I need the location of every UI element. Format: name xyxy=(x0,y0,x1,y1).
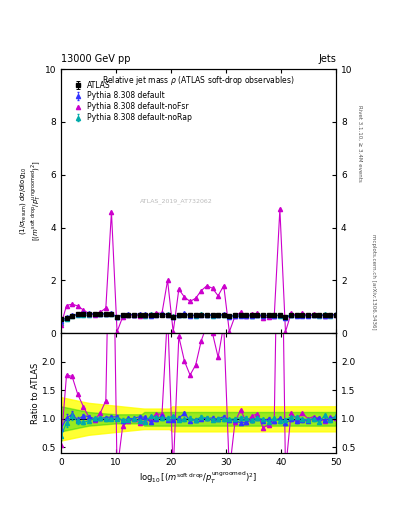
Y-axis label: Ratio to ATLAS: Ratio to ATLAS xyxy=(31,362,40,424)
Text: mcplots.cern.ch [arXiv:1306.3436]: mcplots.cern.ch [arXiv:1306.3436] xyxy=(371,234,376,329)
Text: Rivet 3.1.10, ≥ 3.4M events: Rivet 3.1.10, ≥ 3.4M events xyxy=(357,105,362,182)
Legend: ATLAS, Pythia 8.308 default, Pythia 8.308 default-noFsr, Pythia 8.308 default-no: ATLAS, Pythia 8.308 default, Pythia 8.30… xyxy=(70,78,194,124)
X-axis label: $\log_{10}[(m^{\mathrm{soft\ drop}}/p_T^{\mathrm{ungroomed}})^2]$: $\log_{10}[(m^{\mathrm{soft\ drop}}/p_T^… xyxy=(140,470,257,486)
Text: Relative jet mass $\rho$ (ATLAS soft-drop observables): Relative jet mass $\rho$ (ATLAS soft-dro… xyxy=(102,74,295,88)
Text: 13000 GeV pp: 13000 GeV pp xyxy=(61,54,130,64)
Text: Jets: Jets xyxy=(318,54,336,64)
Text: ATLAS_2019_AT732062: ATLAS_2019_AT732062 xyxy=(140,198,213,204)
Y-axis label: $(1/\sigma_{\mathrm{resum}})\;d\sigma/d\log_{10}$
$[(m^{\mathrm{soft\ drop}}/p_T: $(1/\sigma_{\mathrm{resum}})\;d\sigma/d\… xyxy=(18,161,43,242)
